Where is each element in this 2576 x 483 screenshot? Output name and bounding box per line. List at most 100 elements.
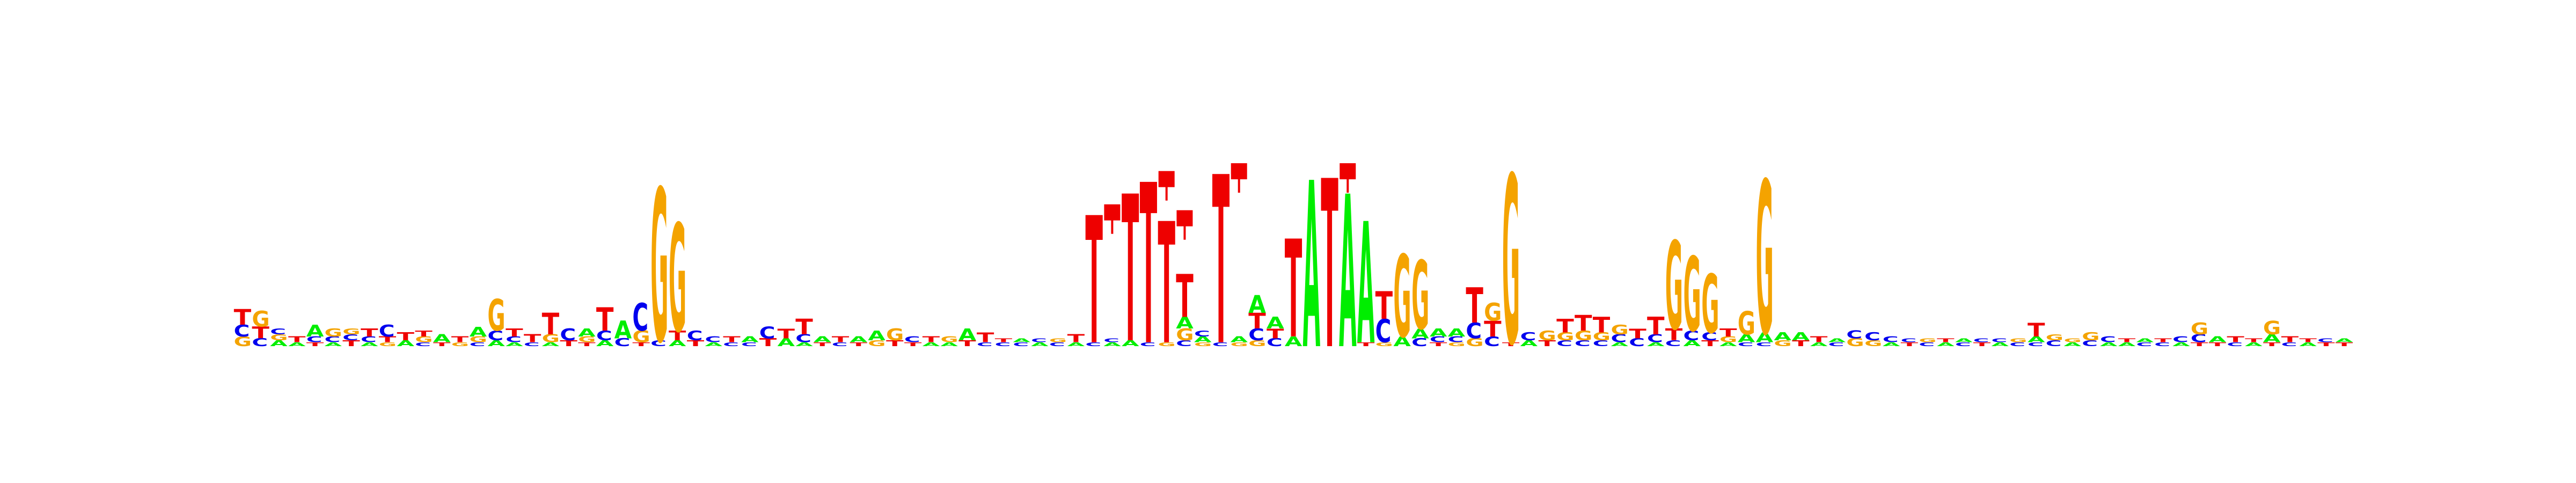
logo-letter-A: A [1248,291,1266,319]
logo-letter-A: A [270,339,288,348]
logo-letter-T: T [795,315,813,340]
logo-letter-C: C [1611,332,1627,345]
logo-letter-G: G [342,327,360,336]
logo-letter-A: A [1393,334,1411,350]
logo-letter-T: T [632,341,650,348]
logo-letter-C: C [1013,341,1029,348]
logo-letter-C: C [1556,339,1572,348]
logo-letter-T: T [1538,339,1556,348]
error-bars [1104,163,1356,240]
logo-letter-A: A [1647,341,1665,347]
logo-letter-C: C [2317,338,2333,344]
logo-letter-G: G [1756,139,1774,382]
logo-letter-C: C [2082,339,2098,348]
logo-letter-T: T [578,341,596,348]
logo-letter-C: C [1520,330,1536,343]
logo-letter-A: A [1031,341,1049,347]
logo-letter-A: A [397,339,415,348]
logo-letter-A: A [1756,330,1774,346]
logo-letter-A: A [2118,341,2136,347]
logo-letter-T: T [2191,341,2208,348]
logo-letter-A: A [2299,341,2317,347]
logo-letter-A: A [741,335,759,344]
logo-letter-T: T [560,339,577,348]
logo-letter-C: C [2100,335,2116,344]
logo-letter-G: G [324,326,342,339]
logo-letter-G: G [1575,328,1592,343]
logo-letter-A: A [850,335,868,344]
logo-letter-G: G [470,335,487,344]
logo-letter-T: T [923,335,940,344]
logo-letter-G: G [1176,326,1194,345]
logo-letter-G: G [886,326,904,345]
logo-letter-C: C [379,322,395,341]
logo-letter-T: T [415,329,433,338]
logo-letter-C: C [1575,339,1591,348]
logo-letter-T: T [1466,277,1483,334]
logo-letter-C: C [687,328,703,343]
logo-letter-A: A [2336,338,2353,343]
logo-letter-C: C [487,328,503,343]
logo-letter-C: C [2154,341,2170,348]
logo-letter-C: C [2009,341,2025,348]
logo-letter-T: T [886,339,904,348]
logo-letter-T: T [234,305,252,330]
logo-letter-G: G [252,308,269,332]
logo-letter-T: T [723,335,741,344]
logo-letter-C: C [324,335,340,344]
logo-letter-G: G [1502,129,1520,398]
logo-letter-T: T [451,335,469,344]
logo-letter-T: T [1321,133,1338,401]
logo-letter-A: A [1067,341,1085,347]
logo-letter-T: T [1176,262,1194,331]
logo-letter-T: T [1665,326,1683,345]
logo-letter-G: G [1248,339,1266,348]
logo-letter-C: C [1448,335,1464,344]
logo-letter-T: T [361,326,378,339]
logo-letter-C: C [415,341,431,348]
error-bar-cap [1340,163,1356,180]
logo-letter-T: T [2263,341,2281,348]
logo-letter-G: G [1864,339,1882,348]
logo-letter-A: A [1719,341,1737,347]
logo-letter-G: G [669,195,686,366]
logo-letter-A: A [542,341,560,347]
logo-letter-G: G [578,335,596,344]
logo-letter-C: C [361,335,377,344]
logo-letter-G: G [2009,338,2027,344]
logo-letter-A: A [1103,341,1121,347]
logo-letter-A: A [324,341,342,347]
logo-letter-T: T [1937,338,1955,344]
logo-letter-G: G [1738,305,1755,342]
logo-letter-T: T [1248,309,1266,334]
logo-letter-C: C [1991,338,2007,344]
logo-letter-C: C [2046,339,2062,348]
logo-letter-G: G [1684,236,1701,355]
logo-letter-A: A [1430,326,1447,339]
error-bar-cap [1231,163,1247,180]
logo-letter-A: A [958,325,976,344]
logo-letter-C: C [1031,338,1047,344]
logo-letter-A: A [1937,341,1955,347]
logo-letter-C: C [1955,341,1971,348]
logo-letter-T: T [1629,326,1646,341]
logo-letter-T: T [524,332,541,345]
logo-letter-A: A [2263,332,2281,345]
logo-letter-T: T [1973,341,1991,348]
logo-letter-G: G [1484,299,1502,327]
logo-letter-T: T [1140,138,1158,394]
logo-letter-T: T [596,301,614,338]
logo-letter-T: T [1085,180,1103,383]
logo-letter-T: T [904,341,922,348]
logo-letter-G: G [1158,341,1175,348]
logo-letter-G: G [1701,258,1719,352]
logo-letter-T: T [1357,341,1375,348]
logo-letter-A: A [596,339,614,348]
logo-letter-T: T [2227,335,2244,344]
logo-letter-T: T [777,326,795,341]
logo-letter-A: A [2064,341,2082,347]
logo-letter-C: C [705,335,721,344]
logo-letter-G: G [270,333,288,342]
logo-letter-C: C [650,339,667,348]
